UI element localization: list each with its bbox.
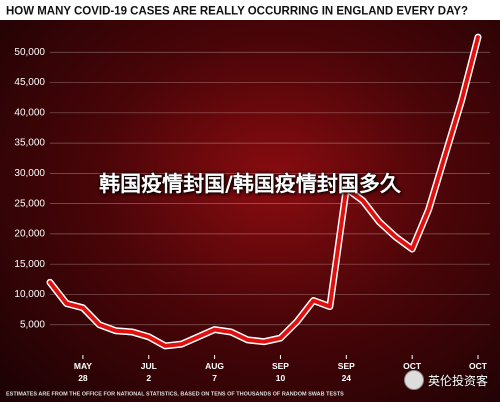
- y-tick-label: 15,000: [14, 259, 45, 270]
- watermark-icon: [403, 370, 424, 390]
- chart-title: HOW MANY COVID-19 CASES ARE REALLY OCCUR…: [6, 3, 468, 17]
- y-tick-label: 40,000: [14, 107, 45, 118]
- x-tick-label: OCT: [403, 361, 422, 371]
- y-tick-label: 50,000: [14, 47, 45, 58]
- watermark: 英伦投资客: [403, 370, 488, 390]
- line: [48, 35, 480, 348]
- x-tick-label: SEP 24: [338, 361, 355, 383]
- x-tick-label: MAY 28: [74, 361, 92, 383]
- y-tick-label: 20,000: [14, 229, 45, 240]
- x-tick-label: JUL 2: [141, 361, 157, 383]
- y-tick-label: 45,000: [14, 77, 45, 88]
- x-tick-label: SEP 10: [272, 361, 289, 383]
- y-tick-label: 10,000: [14, 289, 45, 300]
- title-bar: [0, 0, 500, 20]
- y-tick-label: 35,000: [14, 138, 45, 149]
- y-tick-label: 30,000: [14, 168, 45, 179]
- y-tick-label: 5,000: [20, 319, 45, 330]
- overlay-text: 韩国疫情封国/韩国疫情封国多久: [99, 172, 401, 196]
- x-tick-label: OCT: [469, 361, 488, 371]
- footnote: ESTIMATES ARE FROM THE OFFICE FOR NATION…: [6, 391, 344, 397]
- watermark-text: 英伦投资客: [427, 373, 488, 388]
- x-tick-label: AUG 7: [205, 361, 224, 383]
- y-tick-label: 25,000: [14, 198, 45, 209]
